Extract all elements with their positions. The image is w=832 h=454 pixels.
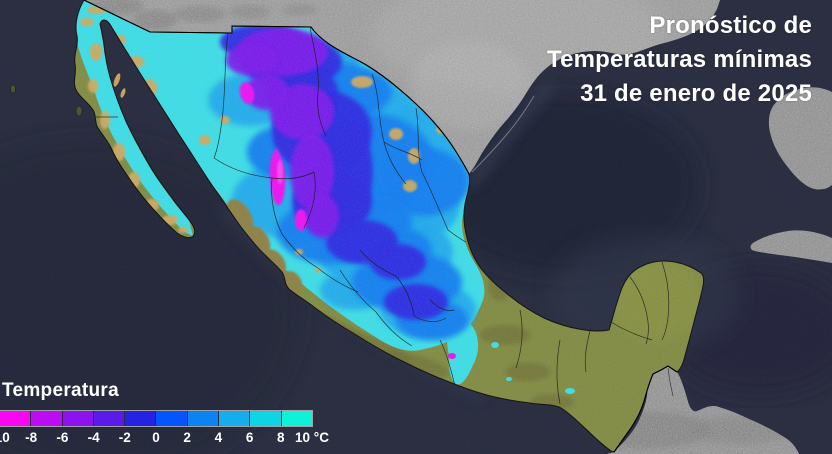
temperature-legend: Temperatura -10 -8 -6 -4 -2 0 2 4 6 8 10 °C [0,380,380,447]
legend-tick: 0 [152,430,160,445]
legend-tick: -8 [25,430,38,445]
legend-tick: 2 [183,430,191,445]
legend-color-segment [93,411,126,426]
legend-tick: -10 [0,430,10,445]
island [75,105,83,117]
legend-ticks: -10 -8 -6 -4 -2 0 2 4 6 8 10 °C [0,430,360,447]
barrier-islands [471,95,535,173]
legend-color-segment [187,411,220,426]
legend-title: Temperatura [2,380,119,401]
belize-border [667,367,674,397]
legend-color-segment [250,411,282,426]
legend-tick: 10 °C [295,430,329,445]
mexico-guatemala-border [613,365,678,453]
legend-color-segment [125,411,157,426]
title-line-2: Temperaturas mínimas [547,46,812,73]
legend-color-bar [0,410,313,427]
legend-color-segment [281,411,312,426]
legend-tick: 8 [277,430,285,445]
island [10,84,16,94]
legend-color-segment [62,411,94,426]
map-title: Pronóstico de Temperaturas mínimas 31 de… [547,9,812,111]
legend-color-segment [156,411,188,426]
us-mexico-border [83,0,470,175]
legend-tick: 6 [245,430,254,445]
legend-color-segment [31,411,63,426]
gulf-islands [113,73,126,98]
title-line-3: 31 de enero de 2025 [580,80,812,107]
title-line-1: Pronóstico de [649,12,812,39]
legend-color-segment [219,411,251,426]
legend-tick: -4 [87,430,100,445]
legend-tick: -2 [118,430,131,445]
legend-color-segment [0,411,32,426]
legend-tick: -6 [56,430,69,445]
legend-tick: 4 [214,430,223,445]
